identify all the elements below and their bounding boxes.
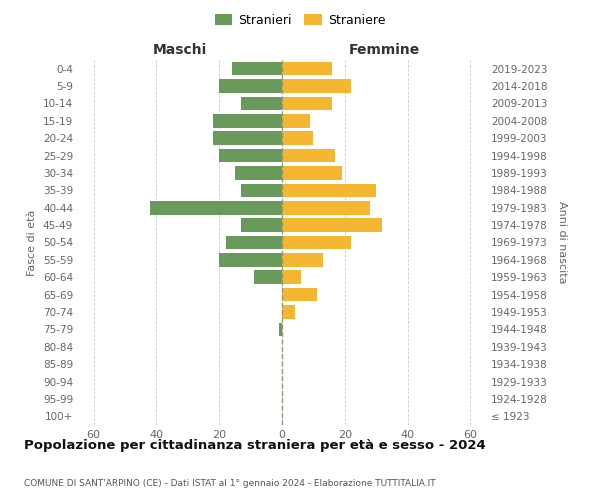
Bar (282, 184, 376, 197)
Bar (150, 201, 282, 214)
Y-axis label: Fasce di età: Fasce di età (28, 210, 37, 276)
Bar (282, 80, 351, 93)
Bar (282, 270, 301, 284)
Bar (241, 218, 282, 232)
Bar (232, 62, 282, 76)
Bar (282, 62, 332, 76)
Legend: Stranieri, Straniere: Stranieri, Straniere (209, 8, 391, 32)
Bar (282, 236, 351, 250)
Bar (241, 96, 282, 110)
Bar (282, 114, 310, 128)
Bar (282, 288, 317, 302)
Bar (282, 253, 323, 266)
Text: Popolazione per cittadinanza straniera per età e sesso - 2024: Popolazione per cittadinanza straniera p… (24, 440, 486, 452)
Text: Maschi: Maschi (153, 42, 207, 56)
Bar (241, 184, 282, 197)
Bar (282, 166, 341, 180)
Bar (219, 149, 282, 162)
Bar (226, 236, 282, 250)
Bar (282, 218, 382, 232)
Bar (235, 166, 282, 180)
Bar (282, 149, 335, 162)
Bar (213, 132, 282, 145)
Y-axis label: Anni di nascita: Anni di nascita (557, 201, 567, 284)
Bar (282, 305, 295, 319)
Bar (282, 96, 332, 110)
Text: COMUNE DI SANT'ARPINO (CE) - Dati ISTAT al 1° gennaio 2024 - Elaborazione TUTTIT: COMUNE DI SANT'ARPINO (CE) - Dati ISTAT … (24, 478, 436, 488)
Bar (282, 201, 370, 214)
Bar (254, 270, 282, 284)
Text: Femmine: Femmine (349, 42, 419, 56)
Bar (213, 114, 282, 128)
Bar (219, 253, 282, 266)
Bar (279, 322, 282, 336)
Bar (219, 80, 282, 93)
Bar (282, 132, 313, 145)
